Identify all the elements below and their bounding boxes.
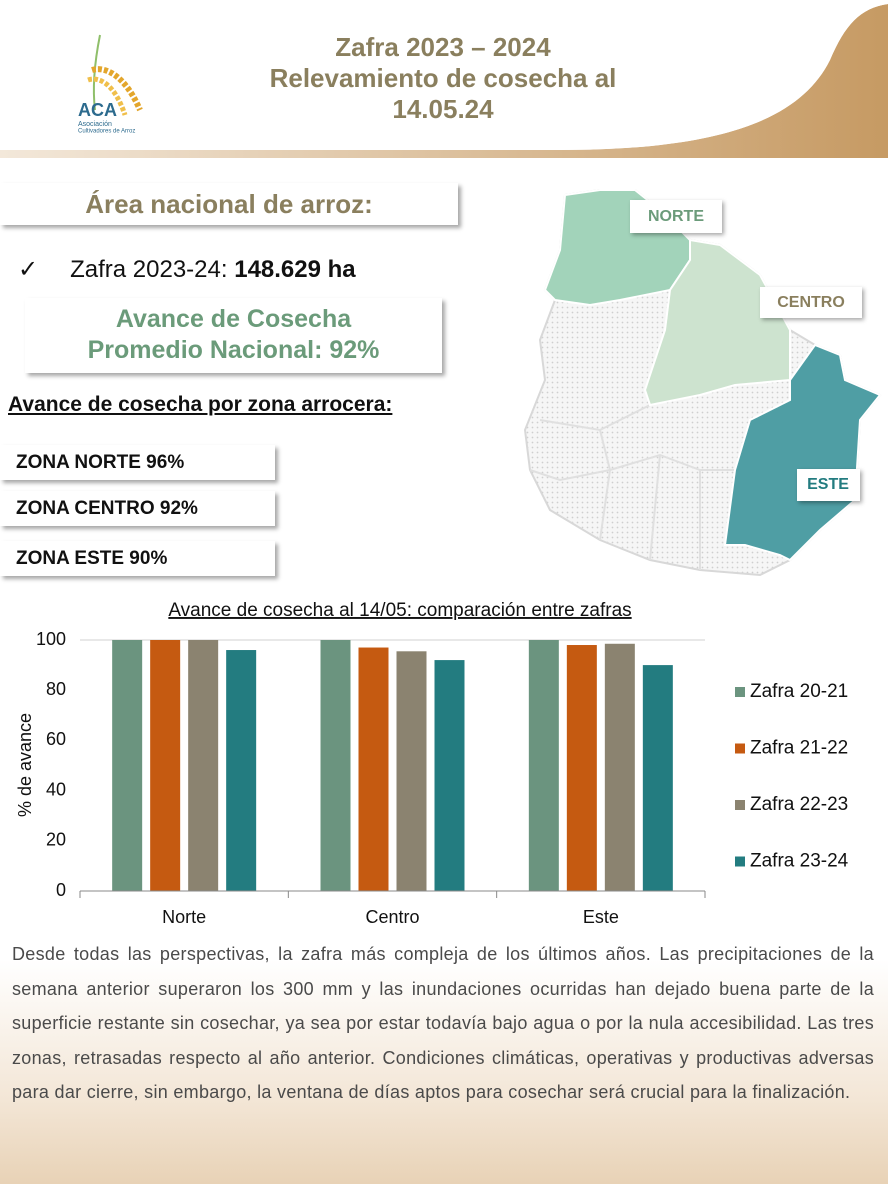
legend-swatch: [735, 800, 745, 810]
zones-title: Avance de cosecha por zona arrocera:: [8, 393, 393, 416]
title-line: Zafra 2023 – 2024: [335, 32, 551, 62]
x-tick-label: Este: [583, 907, 619, 927]
bar: [396, 651, 427, 891]
header-background: ACA Asociación Cultivadores de Arroz: [0, 0, 888, 170]
zone-box: ZONA ESTE 90%: [0, 541, 275, 576]
x-tick-label: Norte: [162, 907, 206, 927]
legend-label: Zafra 23-24: [750, 851, 849, 872]
y-tick-label: 20: [46, 830, 66, 850]
paragraph: Desde todas las perspectivas, la zafra m…: [12, 944, 874, 1102]
average-box: Avance de Cosecha Promedio Nacional: 92%: [25, 298, 442, 373]
map-centro: [643, 238, 791, 407]
y-tick-label: 0: [56, 880, 66, 900]
bar: [642, 665, 673, 891]
check: ✓: [18, 256, 39, 283]
logo-name: ACA: [78, 100, 117, 120]
map: NORTE CENTRO ESTE: [523, 189, 882, 577]
zone-box: ZONA CENTRO 92%: [0, 491, 275, 526]
header-title: Zafra 2023 – 2024 Relevamiento de cosech…: [200, 32, 686, 125]
area-title: Área nacional de arroz:: [0, 183, 458, 225]
y-tick-label: 80: [46, 679, 66, 699]
legend-swatch: [735, 687, 745, 697]
bar: [150, 640, 181, 891]
bar: [434, 660, 465, 891]
title-line: 14.05.24: [392, 94, 494, 124]
map-label: ESTE: [807, 476, 849, 493]
map-label: CENTRO: [777, 294, 845, 311]
y-tick-label: 100: [36, 629, 66, 649]
bar: [188, 640, 219, 891]
area-value: 148.629 ha: [234, 256, 356, 283]
average-line: Promedio Nacional: 92%: [87, 336, 380, 364]
title-line: Relevamiento de cosecha al: [269, 63, 617, 93]
average-line: Avance de Cosecha: [115, 305, 352, 333]
chart-title: Avance de cosecha al 14/05: comparación …: [168, 600, 631, 621]
bar: [226, 650, 257, 891]
y-axis-label: % de avance: [15, 713, 35, 817]
y-tick-label: 60: [46, 729, 66, 749]
x-tick-label: Centro: [365, 907, 419, 927]
bar: [358, 647, 389, 891]
chart: Avance de cosecha al 14/05: comparación …: [15, 600, 849, 927]
bar: [528, 640, 559, 891]
bar: [112, 640, 143, 891]
map-label: NORTE: [648, 208, 704, 225]
legend-label: Zafra 20-21: [750, 681, 848, 702]
zone-box: ZONA NORTE 96%: [0, 445, 275, 480]
logo-subtitle: Cultivadores de Arroz: [78, 129, 135, 135]
bar: [566, 645, 597, 891]
bar: [604, 643, 635, 891]
area-line: ✓ Zafra 2023-24: 148.629 ha: [18, 255, 356, 284]
map-inner-borders: [529, 404, 735, 570]
logo-subtitle: Asociación: [78, 121, 112, 128]
area-label: Zafra 2023-24:: [70, 256, 228, 283]
legend-swatch: [735, 743, 745, 754]
legend-label: Zafra 21-22: [750, 738, 848, 759]
legend-swatch: [735, 856, 745, 867]
bar: [320, 640, 351, 891]
y-tick-label: 40: [46, 779, 66, 799]
map-este: [723, 343, 882, 562]
logo-wheat: [87, 34, 143, 116]
legend-label: Zafra 22-23: [750, 794, 848, 815]
